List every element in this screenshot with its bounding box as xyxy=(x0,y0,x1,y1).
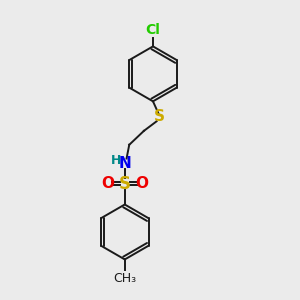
Text: S: S xyxy=(119,175,131,193)
Text: N: N xyxy=(118,156,131,171)
Text: O: O xyxy=(136,176,148,191)
Text: S: S xyxy=(154,110,165,124)
Text: Cl: Cl xyxy=(146,23,160,37)
Text: O: O xyxy=(101,176,114,191)
Text: H: H xyxy=(111,154,122,167)
Text: CH₃: CH₃ xyxy=(113,272,136,285)
